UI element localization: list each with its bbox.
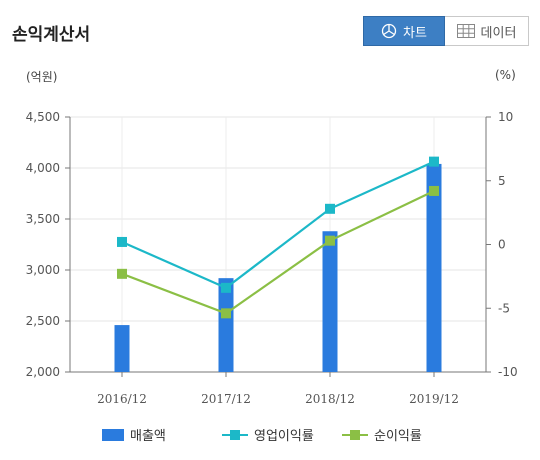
legend-label-operating-margin: 영업이익률 bbox=[254, 429, 314, 444]
table-icon bbox=[456, 24, 475, 38]
y-right-tick-label: 10 bbox=[498, 110, 513, 124]
series-point bbox=[117, 236, 127, 247]
chart-view-button[interactable]: 차트 bbox=[363, 16, 445, 46]
revenue-bar bbox=[218, 278, 234, 372]
series-point bbox=[221, 308, 231, 319]
pie-chart-icon bbox=[381, 23, 397, 39]
page-title: 손익계산서 bbox=[12, 25, 91, 45]
legend-item-operating-margin[interactable]: 영업이익률 bbox=[222, 425, 314, 444]
revenue-bar bbox=[322, 231, 338, 372]
legend-label-net-margin: 순이익률 bbox=[374, 429, 422, 444]
y-right-tick-label: -5 bbox=[498, 301, 510, 315]
y-left-tick-label: 2,500 bbox=[26, 314, 60, 328]
legend-swatch-bar bbox=[102, 428, 124, 441]
x-tick-label: 2018/12 bbox=[305, 392, 355, 406]
y-right-tick-label: 0 bbox=[498, 238, 506, 252]
chart-view-label: 차트 bbox=[403, 25, 427, 41]
series-line bbox=[121, 160, 435, 290]
y-left-tick-label: 3,000 bbox=[26, 263, 60, 277]
y-right-tick-label: 5 bbox=[498, 174, 506, 188]
series-point bbox=[429, 156, 439, 167]
series-point bbox=[325, 235, 335, 246]
view-toggle: 차트 데이터 bbox=[363, 16, 529, 46]
y-left-tick-label: 4,000 bbox=[26, 161, 60, 175]
x-tick-label: 2019/12 bbox=[409, 392, 459, 406]
y-left-tick-label: 2,000 bbox=[26, 365, 60, 379]
series-line bbox=[121, 189, 435, 315]
data-view-button[interactable]: 데이터 bbox=[445, 16, 529, 46]
legend-item-revenue[interactable]: 매출액 bbox=[102, 425, 166, 444]
y-left-tick-label: 3,500 bbox=[26, 212, 60, 226]
series-point bbox=[429, 185, 439, 196]
x-tick-label: 2017/12 bbox=[201, 392, 251, 406]
series-point bbox=[117, 268, 127, 279]
legend-swatch-line bbox=[222, 429, 248, 440]
y-right-tick-label: -10 bbox=[498, 365, 518, 379]
revenue-bar bbox=[426, 163, 442, 372]
series-point bbox=[325, 203, 335, 214]
legend-label-revenue: 매출액 bbox=[130, 429, 166, 444]
right-axis-unit: (%) bbox=[495, 68, 516, 82]
series-point bbox=[221, 282, 231, 293]
data-view-label: 데이터 bbox=[480, 25, 517, 41]
legend-item-net-margin[interactable]: 순이익률 bbox=[342, 425, 422, 444]
y-left-tick-label: 4,500 bbox=[26, 110, 60, 124]
legend-swatch-line bbox=[342, 429, 368, 440]
x-tick-label: 2016/12 bbox=[97, 392, 147, 406]
revenue-bar bbox=[114, 325, 130, 372]
left-axis-unit: (억원) bbox=[26, 70, 58, 84]
